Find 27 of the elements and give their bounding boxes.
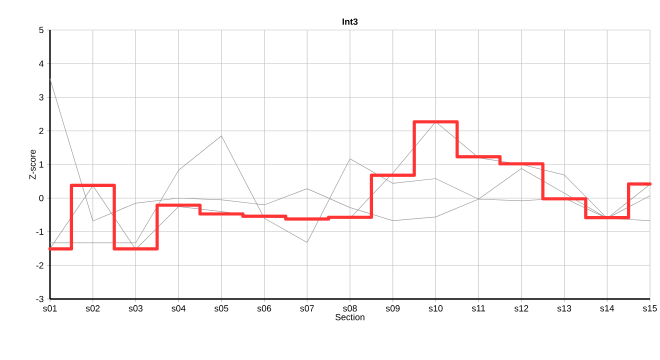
x-tick-label: s14	[600, 305, 614, 312]
x-tick-label: s08	[343, 305, 357, 312]
y-tick-label: -3	[36, 296, 44, 302]
y-tick-label: 3	[39, 94, 44, 100]
y-tick-label: -1	[36, 228, 44, 235]
y-tick-label: 5	[39, 26, 44, 34]
x-tick-label: s15	[643, 305, 657, 312]
x-tick-label: s02	[86, 305, 100, 312]
x-tick-label: s05	[214, 305, 228, 312]
x-tick-label: s11	[472, 305, 486, 312]
x-tick-label: s10	[428, 305, 443, 312]
y-tick-label: 1	[40, 161, 44, 168]
x-tick-label: s04	[172, 305, 186, 312]
chart-title: Int3	[342, 18, 358, 25]
y-tick-label: 0	[39, 194, 44, 202]
x-tick-label: s12	[514, 305, 528, 312]
x-tick-label: s13	[557, 305, 572, 312]
x-tick-label: s09	[386, 305, 400, 312]
x-axis-title: Section	[335, 314, 364, 320]
x-tick-label: s01	[43, 305, 57, 312]
y-tick-label: 4	[39, 60, 44, 67]
y-tick-label: 2	[39, 128, 44, 134]
y-axis-title: Z-score	[29, 150, 36, 180]
x-tick-label: s03	[128, 305, 143, 312]
x-tick-label: s06	[257, 305, 272, 312]
y-tick-label: -2	[36, 262, 44, 269]
x-tick-label: s07	[300, 305, 314, 312]
